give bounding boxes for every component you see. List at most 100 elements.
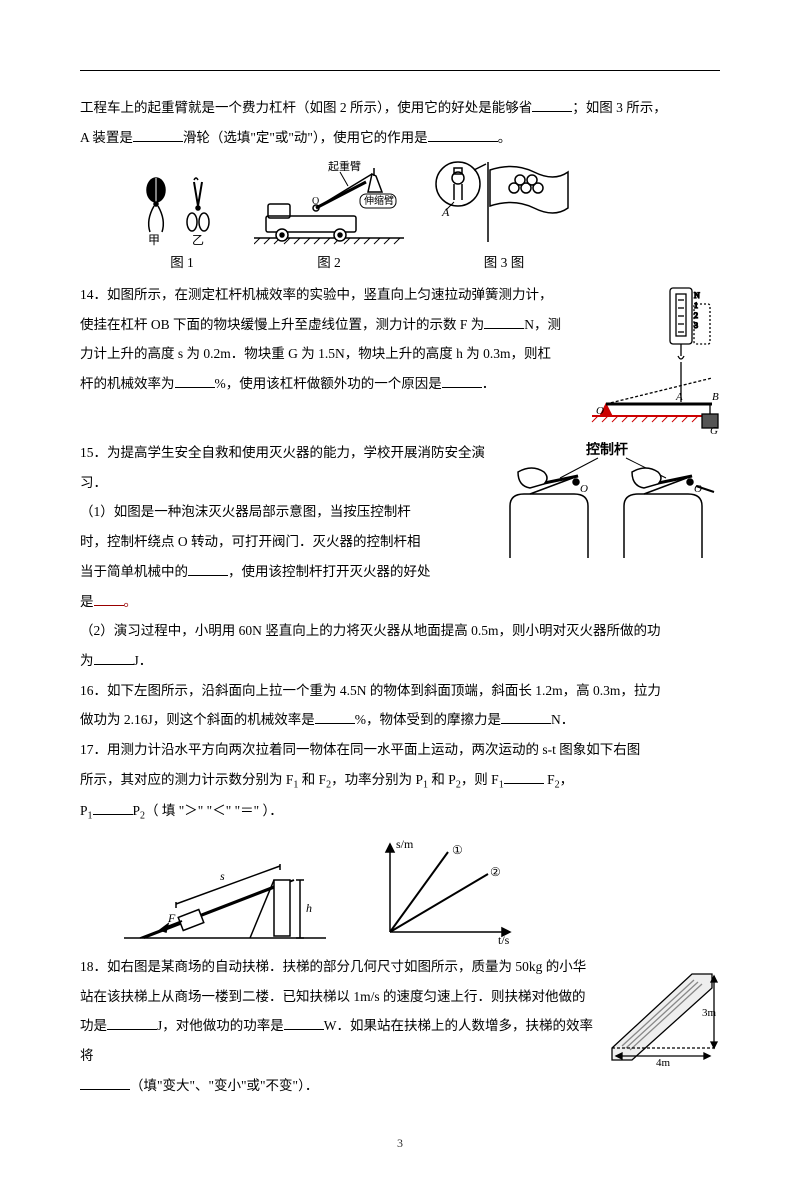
figure-2: O 起重臂 伸缩臂 图 2 [254,158,404,278]
q15-block: 控制杆 [80,438,720,676]
q18-figure: 3m 4m [602,956,720,1066]
fig2-txt-b: 伸缩臂 [364,194,394,207]
q16-block: 16．如下左图所示，沿斜面向上拉一个重为 4.5N 的物体到斜面顶端，斜面长 1… [80,676,720,735]
scale-N: N [694,291,700,300]
q14-B: B [712,391,719,403]
q17-num: 17． [80,742,107,757]
q15-blank2 [94,591,124,606]
q17-t2a: 所示，其对应的测力计示数分别为 F [80,772,293,787]
figure-3: A 图 3 图 [434,158,574,278]
q16-t1: 如下左图所示，沿斜面向上拉一个重为 4.5N 的物体到斜面顶端，斜面长 1.2m… [107,683,661,698]
fig1-label: 图 1 [170,248,194,278]
q14-A: A [675,391,683,403]
graph-line2: ② [490,865,501,879]
fire-extinguisher-icon: 控制杆 [500,442,720,560]
q15-blank3 [94,650,134,665]
q14-num: 14． [80,287,107,302]
q18-blank1 [107,1016,157,1031]
axis-y: s/m [396,837,414,851]
q15-t2: （1）如图是一种泡沫灭火器局部示意图，当按压控制杆 [80,504,411,519]
fig1-cap-a: 甲 [148,233,160,246]
q18-num: 18． [80,959,107,974]
q16-t2b: %，物体受到的摩擦力是 [355,712,501,727]
q13-l2c: 。 [498,130,512,145]
q13-l1a: 工程车上的起重臂就是一个费力杠杆（如图 2 所示），使用它的好处是能够省 [80,100,532,115]
q18-blank2 [284,1016,324,1031]
q18-t4b: （填"变大"、"变小"或"不变"）． [130,1078,318,1093]
q17-t3a: P [80,803,88,818]
q15-t1: 为提高学生安全自救和使用灭火器的能力，学校开展消防安全演习． [80,445,485,490]
q14-blank2 [175,374,215,389]
q15-t7a: 为 [80,653,94,668]
q16-num: 16． [80,683,107,698]
crane-truck-icon: O 起重臂 伸缩臂 [254,158,404,246]
q17-blank2 [93,801,133,816]
q15-t3: 时，控制杆绕点 O 转动，可打开阀门．灭火器的控制杆相 [80,534,421,549]
q13-block: 工程车上的起重臂就是一个费力杠杆（如图 2 所示），使用它的好处是能够省 ；如图 … [80,93,720,152]
q13-blank1 [532,98,572,113]
q15-figure: 控制杆 [500,442,720,560]
q13-l1b: ；如图 3 所示， [572,100,667,115]
q16-q17-figures: s F h s/m t/s ① ② [120,836,720,946]
q15-t5a: 是 [80,594,94,609]
q18-block: 3m 4m 18．如右图是某商场的自动扶梯．扶梯的部分几何尺寸如图所示，质量为 … [80,952,720,1100]
q14-t4a: 杆的机械效率为 [80,376,175,391]
q15-num: 15． [80,445,107,460]
q15-fig-label: 控制杆 [586,442,628,458]
axis-x: t/s [498,933,510,946]
pliers-scissors-icon: 甲 乙 [140,176,224,246]
q14-t2b: N，测 [524,317,561,332]
q13-blank2 [133,127,183,142]
q14-blank1 [484,314,524,329]
q14-t4c: ． [482,376,496,391]
fig2-label: 图 2 [317,248,341,278]
fig2-O: O [312,196,319,207]
q17-t3c: （ 填 "＞" "＜" "＝" ）． [145,803,283,818]
fig2-txt-a: 起重臂 [328,159,361,173]
incline-h: h [306,901,312,915]
q15-t4b: ，使用该控制杆打开灭火器的好处 [228,564,431,579]
q13-l2b: 滑轮（选填"定"或"动"），使用它的作用是 [183,130,428,145]
q17-t3b: P [133,803,141,818]
q14-t4b: %，使用该杠杆做额外功的一个原因是 [215,376,442,391]
q14-t2a: 使挂在杠杆 OB 下面的物块缓慢上升至虚线位置，测力计的示数 F 为 [80,317,484,332]
q16-t2a: 做功为 2.16J，则这个斜面的机械效率是 [80,712,315,727]
q16-t2c: N． [551,712,574,727]
incline-F: F [167,911,176,925]
q15-t6a: （2）演习过程中，小明用 60N 竖直向上的力将灭火器从地面提高 0.5m，则小… [80,623,661,638]
q15-t4a: 当于简单机械中的 [80,564,188,579]
q15-blank1 [188,561,228,576]
q17-t2e: ，则 F [461,772,499,787]
q14-t1: 如图所示，在测定杠杆机械效率的实验中，竖直向上匀速拉动弹簧测力计， [107,287,553,302]
q17-t2b: 和 F [298,772,326,787]
q14-O: O [596,405,604,417]
q17-t1: 用测力计沿水平方向两次拉着同一物体在同一水平面上运动，两次运动的 s‑t 图象如… [107,742,640,757]
page-number: 3 [80,1130,720,1156]
fig3-label: 图 3 图 [484,248,525,278]
lever-spring-scale-icon: N 1 2 3 [590,284,720,434]
q18-blank3 [80,1075,130,1090]
q13-l2a: A 装置是 [80,130,133,145]
q13-figures: 甲 乙 图 1 [140,158,720,278]
q14-G: G [710,425,718,434]
top-rule [80,70,720,71]
q17-t2c: ，功率分别为 P [331,772,423,787]
q16-blank2 [501,710,551,725]
graph-line1: ① [452,843,463,857]
q14-figure: N 1 2 3 [590,284,720,434]
q15-O1: O [580,483,588,495]
q17-block: 17．用测力计沿水平方向两次拉着同一物体在同一水平面上运动，两次运动的 s‑t … [80,735,720,828]
q18-t3b: J，对他做功的功率是 [157,1018,284,1033]
fig1-cap-b: 乙 [192,233,204,246]
escalator-icon: 3m 4m [602,956,720,1066]
dim-h: 3m [702,1007,717,1019]
q18-t2: 站在该扶梯上从商场一楼到二楼．已知扶梯以 1m/s 的速度匀速上行．则扶梯对他做… [80,989,586,1004]
q18-t3a: 功是 [80,1018,107,1033]
q18-t1: 如右图是某商场的自动扶梯．扶梯的部分几何尺寸如图所示，质量为 50kg 的小华 [107,959,586,974]
q17-blank1 [504,769,544,784]
q17-t2g: ， [560,772,574,787]
q16-blank1 [315,710,355,725]
pulley-flag-icon: A [434,158,574,246]
q17-t2f: F [544,772,555,787]
dim-w: 4m [656,1057,671,1066]
